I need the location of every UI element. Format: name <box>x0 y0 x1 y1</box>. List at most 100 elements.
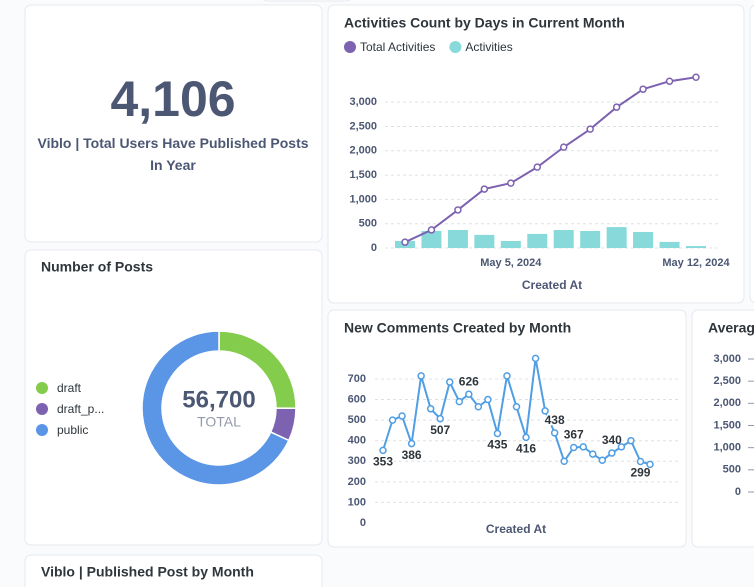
bar <box>527 233 548 248</box>
y-tick-label: 1,500 <box>349 169 377 181</box>
point <box>692 73 700 81</box>
point <box>512 403 521 411</box>
card <box>327 309 687 548</box>
data-label: 353 <box>373 455 393 469</box>
legend-swatch <box>36 424 48 436</box>
y-tick-label: 3,000 <box>713 353 741 365</box>
point <box>522 433 530 442</box>
bar <box>633 231 654 248</box>
data-label: 367 <box>564 428 584 442</box>
data-label: 435 <box>487 438 507 452</box>
y-tick-label: 100 <box>348 496 366 508</box>
chart-title: Viblo | Published Post by Month <box>41 564 254 580</box>
legend-swatch <box>449 41 462 53</box>
donut-caption: TOTAL <box>197 414 241 430</box>
bar <box>580 230 601 248</box>
legend-label: Activities <box>465 40 512 54</box>
x-tick-label: May 12, 2024 <box>662 257 730 269</box>
point <box>598 456 607 464</box>
x-tick-label: May 5, 2024 <box>480 257 542 269</box>
bar <box>686 246 706 248</box>
legend-label: public <box>57 423 88 437</box>
point <box>446 378 454 386</box>
y-tick-label: 1,000 <box>349 193 377 205</box>
point <box>407 439 416 448</box>
point <box>586 125 594 133</box>
y-tick-label: 500 <box>723 464 741 476</box>
point <box>531 354 540 363</box>
card <box>24 554 323 587</box>
data-label: 416 <box>516 442 536 456</box>
card <box>691 309 754 548</box>
point <box>507 179 515 187</box>
x-axis-title: Created At <box>522 278 582 292</box>
donut-slice <box>141 330 290 486</box>
point <box>480 185 489 193</box>
data-label: 438 <box>545 413 565 427</box>
y-tick-label: 3,000 <box>349 96 377 108</box>
bar <box>553 230 574 248</box>
point <box>646 460 654 469</box>
point <box>560 457 568 466</box>
data-label: 626 <box>459 374 479 388</box>
chart-title: Average <box>708 320 754 336</box>
card-edge <box>263 0 351 2</box>
chart-title: Activities Count by Days in Current Mont… <box>344 15 625 31</box>
point <box>639 85 647 93</box>
y-tick-label: 500 <box>348 414 366 426</box>
point <box>665 77 674 85</box>
legend-label: Total Activities <box>360 40 435 54</box>
legend-swatch <box>344 41 356 53</box>
point <box>533 163 542 171</box>
point <box>559 143 568 151</box>
point <box>474 403 483 411</box>
point <box>388 416 397 424</box>
bar <box>447 230 468 248</box>
point <box>627 436 635 445</box>
line <box>404 76 697 244</box>
point <box>436 414 444 423</box>
scalar-title: Viblo | Total Users Have Published Posts… <box>37 135 309 173</box>
y-tick-label: 1,000 <box>713 442 741 454</box>
point <box>484 395 492 404</box>
bar <box>421 230 442 248</box>
bar <box>500 240 521 248</box>
point <box>569 443 578 452</box>
y-tick-label: 0 <box>360 517 366 529</box>
data-label: 386 <box>402 448 422 462</box>
bar <box>474 234 495 248</box>
point <box>617 443 626 451</box>
legend-swatch <box>36 382 48 394</box>
point <box>465 390 473 398</box>
card <box>24 4 323 243</box>
y-tick-label: 700 <box>348 373 366 385</box>
y-tick-label: 0 <box>371 242 377 254</box>
y-tick-label: 2,000 <box>713 397 741 409</box>
data-label: 340 <box>602 433 622 447</box>
y-tick-label: 600 <box>348 393 366 405</box>
point <box>589 450 597 458</box>
point <box>608 449 616 457</box>
point <box>612 103 621 111</box>
legend-swatch <box>36 403 48 415</box>
legend-label: draft <box>57 381 82 395</box>
y-tick-label: 1,500 <box>713 419 741 431</box>
x-axis-title: Created At <box>486 522 546 536</box>
point <box>454 206 462 214</box>
y-tick-label: 500 <box>359 218 377 230</box>
point <box>503 372 511 380</box>
bar <box>659 241 680 248</box>
point <box>379 446 387 455</box>
scalar-value: 4,106 <box>110 71 235 127</box>
y-tick-label: 2,500 <box>349 120 377 132</box>
point <box>427 226 436 234</box>
y-tick-label: 200 <box>348 476 366 488</box>
y-tick-label: 400 <box>348 435 366 447</box>
y-tick-label: 0 <box>735 486 741 498</box>
y-tick-label: 2,500 <box>713 375 741 387</box>
bar <box>606 227 627 248</box>
point <box>493 429 502 438</box>
clipped-card: Average 0 500 1,000 1,500 2,000 2,500 3,000 <box>708 320 754 498</box>
chart-title: New Comments Created by Month <box>344 320 571 336</box>
